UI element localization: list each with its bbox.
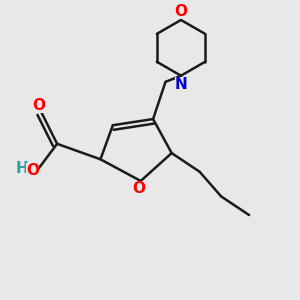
Text: H: H bbox=[15, 161, 28, 176]
Text: N: N bbox=[175, 77, 187, 92]
Text: O: O bbox=[133, 181, 146, 196]
Text: O: O bbox=[175, 4, 188, 19]
Text: O: O bbox=[26, 163, 39, 178]
Text: O: O bbox=[32, 98, 45, 112]
